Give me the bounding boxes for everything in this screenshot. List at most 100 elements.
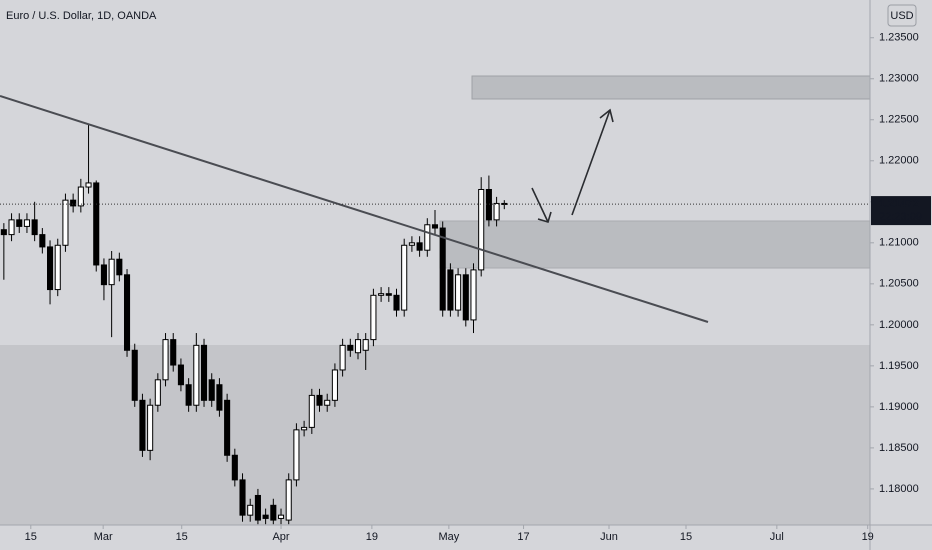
arrow-head (599, 108, 614, 123)
x-tick-label: 15 (680, 531, 692, 543)
arrow-down (531, 187, 549, 223)
candle-body (0, 229, 7, 236)
candle-body (70, 199, 77, 207)
y-tick-label: 1.19500 (879, 360, 919, 372)
candle-body (324, 399, 331, 406)
currency-box (887, 4, 917, 27)
y-tick-label: 1.20500 (879, 278, 919, 290)
y-tick-label: 1.18000 (879, 483, 919, 495)
candle-body (54, 244, 61, 291)
candle-body (47, 246, 54, 291)
x-tick-label: 15 (25, 531, 37, 543)
arrow-up (571, 109, 611, 216)
y-tick-label: 1.18500 (879, 442, 919, 454)
y-tick-label: 1.21000 (879, 237, 919, 249)
candle-body (77, 186, 84, 207)
candle-body (447, 269, 454, 311)
candle-body (254, 494, 261, 521)
candle-body (493, 202, 500, 221)
candle-body (393, 294, 400, 311)
last-price-label: 1.21472 (879, 198, 919, 210)
candle-body (154, 379, 161, 406)
candle-body (139, 399, 146, 451)
candle-body (162, 339, 169, 381)
candle-body (23, 219, 30, 227)
y-tick-label: 1.22500 (879, 114, 919, 126)
candle-body (224, 399, 231, 456)
chart-title: Euro / U.S. Dollar, 1D, OANDA (6, 10, 157, 22)
last-price-box (871, 196, 931, 226)
candle-body (347, 344, 354, 351)
candle-body (208, 379, 215, 401)
candle-body (455, 274, 462, 311)
candle-body (354, 339, 362, 354)
candle-body (100, 264, 107, 286)
candle-body (370, 294, 377, 341)
candle-body (362, 339, 369, 351)
x-tick-label: 19 (862, 531, 874, 543)
candle-body (93, 182, 100, 266)
candle-body (331, 369, 338, 401)
candle-body (462, 274, 469, 321)
y-tick-label: 1.23500 (879, 32, 919, 44)
candle-body (408, 242, 415, 246)
candle-body (39, 234, 46, 248)
x-tick-label: 17 (517, 531, 529, 543)
candle-body (439, 227, 446, 311)
candle-body (262, 514, 269, 519)
candle-body (478, 188, 485, 271)
candle-body (116, 258, 123, 276)
target-zone (471, 75, 871, 100)
candle-body (424, 224, 431, 251)
candle-body (416, 242, 423, 251)
candle-body (239, 479, 246, 516)
x-tick-label: 19 (366, 531, 378, 543)
candle-body (185, 384, 192, 406)
y-tick-label: 1.22000 (879, 155, 919, 167)
candle-body (385, 293, 392, 296)
candle-body (16, 219, 23, 227)
x-tick-label: Jun (600, 531, 618, 543)
candle-body (270, 504, 277, 521)
candle-body (301, 426, 308, 431)
x-tick-label: May (438, 531, 459, 543)
candle-body (193, 344, 200, 406)
candle-body (339, 344, 346, 371)
y-tick-label: 1.23000 (879, 73, 919, 85)
candle-body (470, 269, 477, 321)
candle-body (285, 479, 292, 521)
candle-body (308, 394, 315, 428)
candle-body (401, 244, 408, 311)
candle-body (293, 429, 300, 481)
support-zone (439, 220, 871, 269)
candle-body (316, 394, 323, 406)
candle-body (431, 224, 439, 229)
x-tick-label: Apr (272, 531, 289, 543)
x-tick-label: Jul (770, 531, 784, 543)
candle-body (485, 188, 492, 221)
candle-body (62, 199, 69, 246)
candle-body (231, 454, 238, 481)
candle-body (177, 364, 184, 386)
candle-body (170, 339, 177, 366)
candle-body (123, 274, 131, 351)
candle-body (131, 349, 138, 401)
demand-zone (0, 345, 870, 525)
currency: USD (890, 10, 913, 22)
candle-body (378, 293, 385, 296)
candle-body (200, 344, 208, 401)
candle-body (31, 219, 38, 236)
candle-body (8, 219, 15, 236)
candle-body (85, 182, 92, 188)
countdown: 22:23:09 (879, 211, 922, 223)
candle-body (247, 504, 254, 516)
trendline (0, 95, 709, 323)
candle-body (277, 514, 285, 519)
y-tick-label: 1.20000 (879, 319, 919, 331)
arrow-head (537, 211, 552, 223)
x-tick-label: Mar (94, 531, 113, 543)
candle-body (108, 258, 115, 286)
candle-body (147, 404, 154, 451)
